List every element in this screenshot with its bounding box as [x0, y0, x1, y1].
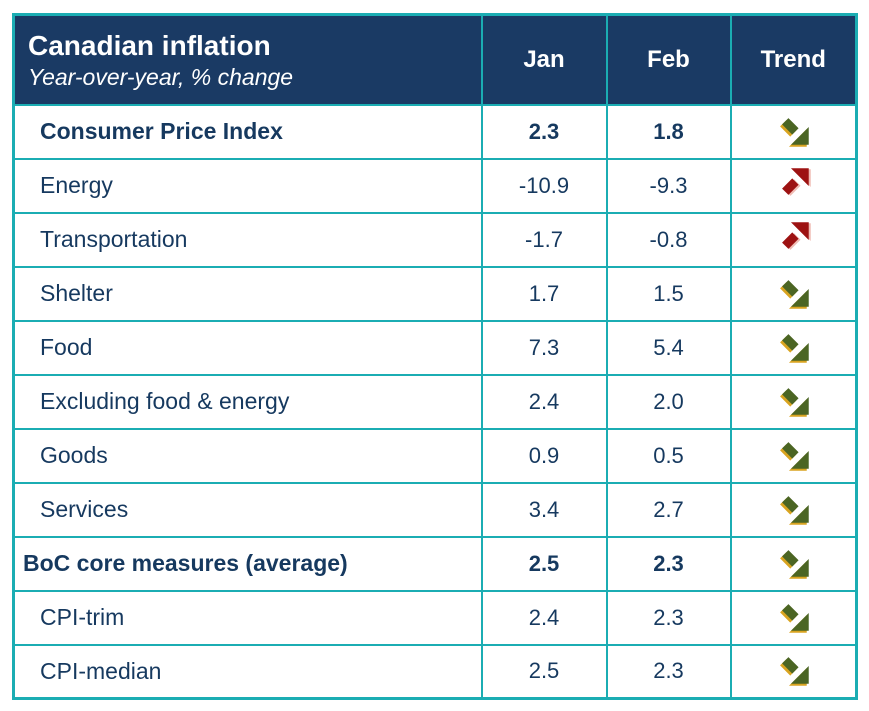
- feb-value: -9.3: [605, 157, 732, 214]
- row-label: Transportation: [12, 211, 483, 268]
- table-row: Services 3.4 2.7: [12, 481, 858, 538]
- inflation-table-container: Canadian inflation Year-over-year, % cha…: [12, 13, 858, 700]
- jan-value: -1.7: [480, 211, 608, 268]
- table-subtitle: Year-over-year, % change: [28, 63, 294, 90]
- table-row: CPI-median 2.5 2.3: [12, 643, 858, 700]
- column-header-jan: Jan: [480, 13, 608, 106]
- arrow-down-right-icon: [777, 545, 810, 578]
- trend-cell-down: [729, 319, 858, 376]
- table-body: Consumer Price Index 2.3 1.8 Energy -10.…: [12, 103, 858, 700]
- table-row: CPI-trim 2.4 2.3: [12, 589, 858, 646]
- column-header-feb: Feb: [605, 13, 732, 106]
- jan-value: 2.4: [480, 373, 608, 430]
- table-title-cell: Canadian inflation Year-over-year, % cha…: [12, 13, 483, 106]
- row-label: Excluding food & energy: [12, 373, 483, 430]
- row-label: Food: [12, 319, 483, 376]
- row-label: CPI-trim: [12, 589, 483, 646]
- feb-value: 1.5: [605, 265, 732, 322]
- row-label: BoC core measures (average): [12, 535, 483, 592]
- jan-value: 2.5: [480, 535, 608, 592]
- arrow-up-right-icon: [777, 167, 810, 200]
- trend-cell-down: [729, 373, 858, 430]
- table-row: Energy -10.9 -9.3: [12, 157, 858, 214]
- jan-value: 2.4: [480, 589, 608, 646]
- jan-value: -10.9: [480, 157, 608, 214]
- column-header-trend: Trend: [729, 13, 858, 106]
- trend-cell-down: [729, 265, 858, 322]
- row-label: Services: [12, 481, 483, 538]
- header-row: Canadian inflation Year-over-year, % cha…: [12, 13, 858, 106]
- arrow-down-right-icon: [777, 652, 810, 685]
- feb-value: 2.3: [605, 535, 732, 592]
- jan-value: 1.7: [480, 265, 608, 322]
- table-row: Goods 0.9 0.5: [12, 427, 858, 484]
- arrow-down-right-icon: [777, 329, 810, 362]
- arrow-down-right-icon: [777, 113, 810, 146]
- table-row: Shelter 1.7 1.5: [12, 265, 858, 322]
- row-label: Shelter: [12, 265, 483, 322]
- feb-value: 1.8: [605, 103, 732, 160]
- arrow-down-right-icon: [777, 437, 810, 470]
- row-label: Energy: [12, 157, 483, 214]
- trend-cell-down: [729, 589, 858, 646]
- table-title: Canadian inflation: [28, 29, 271, 61]
- table-row: Food 7.3 5.4: [12, 319, 858, 376]
- jan-value: 2.3: [480, 103, 608, 160]
- jan-value: 2.5: [480, 643, 608, 700]
- feb-value: 2.0: [605, 373, 732, 430]
- trend-cell-down: [729, 535, 858, 592]
- feb-value: 2.3: [605, 589, 732, 646]
- jan-value: 3.4: [480, 481, 608, 538]
- trend-cell-down: [729, 481, 858, 538]
- trend-cell-up: [729, 211, 858, 268]
- row-label: Goods: [12, 427, 483, 484]
- arrow-down-right-icon: [777, 275, 810, 308]
- table-row: Consumer Price Index 2.3 1.8: [12, 103, 858, 160]
- table-row: Excluding food & energy 2.4 2.0: [12, 373, 858, 430]
- trend-cell-up: [729, 157, 858, 214]
- arrow-down-right-icon: [777, 599, 810, 632]
- jan-value: 7.3: [480, 319, 608, 376]
- arrow-down-right-icon: [777, 491, 810, 524]
- feb-value: 5.4: [605, 319, 732, 376]
- feb-value: 0.5: [605, 427, 732, 484]
- row-label: CPI-median: [12, 643, 483, 700]
- table-header: Canadian inflation Year-over-year, % cha…: [12, 13, 858, 106]
- arrow-down-right-icon: [777, 383, 810, 416]
- trend-cell-down: [729, 643, 858, 700]
- row-label: Consumer Price Index: [12, 103, 483, 160]
- arrow-up-right-icon: [777, 221, 810, 254]
- trend-cell-down: [729, 427, 858, 484]
- table-row: BoC core measures (average) 2.5 2.3: [12, 535, 858, 592]
- feb-value: 2.7: [605, 481, 732, 538]
- feb-value: 2.3: [605, 643, 732, 700]
- jan-value: 0.9: [480, 427, 608, 484]
- trend-cell-down: [729, 103, 858, 160]
- table-row: Transportation -1.7 -0.8: [12, 211, 858, 268]
- inflation-table: Canadian inflation Year-over-year, % cha…: [12, 13, 858, 700]
- feb-value: -0.8: [605, 211, 732, 268]
